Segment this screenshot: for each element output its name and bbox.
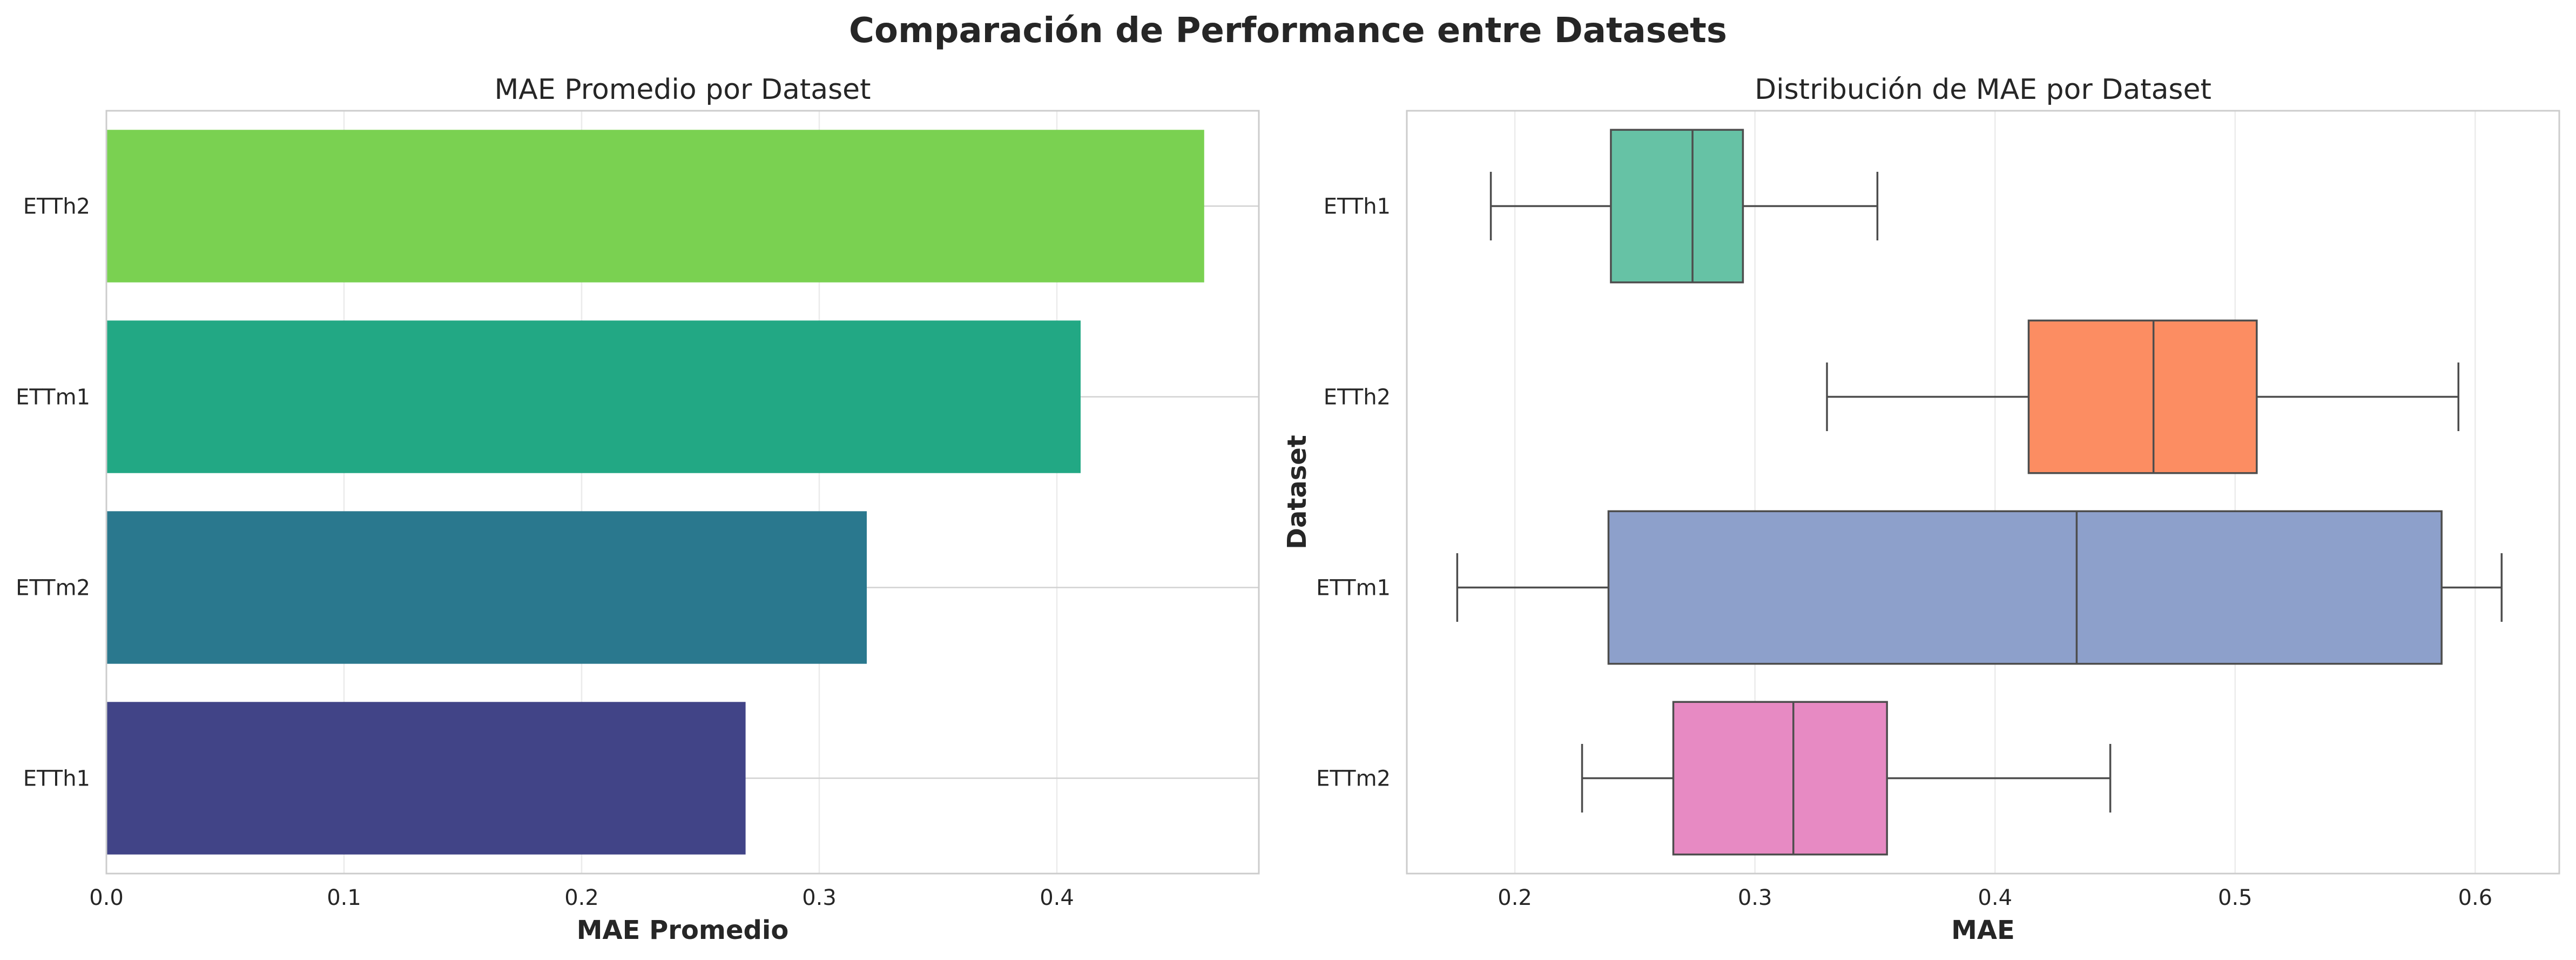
x-tick-label: 0.6 (2458, 885, 2493, 910)
iqr-box (1610, 129, 1744, 284)
x-tick-label: 0.3 (802, 885, 837, 910)
box-plot-panel: Distribución de MAE por Dataset ETTh1ETT… (1282, 73, 2560, 945)
bar-chart-x-ticks: 0.0 0.1 0.2 0.3 0.4 (89, 885, 1074, 910)
box-plot-y-label: Dataset (1282, 435, 1312, 549)
bar-ettm1 (106, 320, 1081, 473)
x-tick-label: 0.0 (89, 885, 124, 910)
y-tick-label: ETTh2 (23, 194, 90, 219)
iqr-box (1672, 701, 1888, 856)
box-etth2 (1826, 319, 2460, 474)
x-tick-label: 0.5 (2218, 885, 2253, 910)
box-etth1 (1489, 129, 1879, 284)
bar-chart-x-label: MAE Promedio (577, 915, 789, 945)
bar-chart-frame (105, 110, 1260, 875)
x-tick-label: 0.3 (1738, 885, 1772, 910)
x-tick-label: 0.2 (564, 885, 599, 910)
y-tick-label: ETTm2 (16, 576, 90, 601)
box-plot-x-label: MAE (1951, 915, 2015, 945)
box-ettm1 (1456, 510, 2503, 665)
figure-title: Comparación de Performance entre Dataset… (849, 11, 1727, 51)
box-plot-x-ticks: 0.2 0.3 0.4 0.5 0.6 (1498, 885, 2492, 910)
box-plot-frame (1406, 110, 2560, 875)
box-ettm2 (1581, 701, 2112, 856)
bar-etth1 (106, 702, 746, 855)
y-tick-label: ETTm1 (1316, 576, 1391, 601)
bar-chart-bars (106, 130, 1204, 855)
bar-ettm2 (106, 511, 867, 664)
x-tick-label: 0.4 (1040, 885, 1074, 910)
y-tick-label: ETTh1 (23, 767, 90, 791)
iqr-box (1607, 510, 2443, 665)
box-plot-boxes (1456, 129, 2503, 856)
bar-chart-panel: MAE Promedio por Dataset ETTh2 ETTm1 ETTm2… (16, 73, 1260, 945)
x-tick-label: 0.2 (1498, 885, 1532, 910)
iqr-box (2027, 319, 2258, 474)
box-plot-y-ticks: ETTh1 ETTh2 ETTm1 ETTm2 (1316, 194, 1391, 791)
x-tick-label: 0.1 (327, 885, 361, 910)
bar-chart-title: MAE Promedio por Dataset (494, 73, 871, 106)
bar-etth2 (106, 130, 1204, 283)
x-tick-label: 0.4 (1978, 885, 2012, 910)
y-tick-label: ETTh1 (1324, 194, 1391, 219)
box-plot-title: Distribución de MAE por Dataset (1755, 73, 2211, 106)
y-tick-label: ETTh2 (1324, 385, 1391, 410)
y-tick-label: ETTm2 (1316, 767, 1391, 791)
bar-chart-y-ticks: ETTh2 ETTm1 ETTm2 ETTh1 (16, 194, 90, 791)
y-tick-label: ETTm1 (16, 385, 90, 410)
